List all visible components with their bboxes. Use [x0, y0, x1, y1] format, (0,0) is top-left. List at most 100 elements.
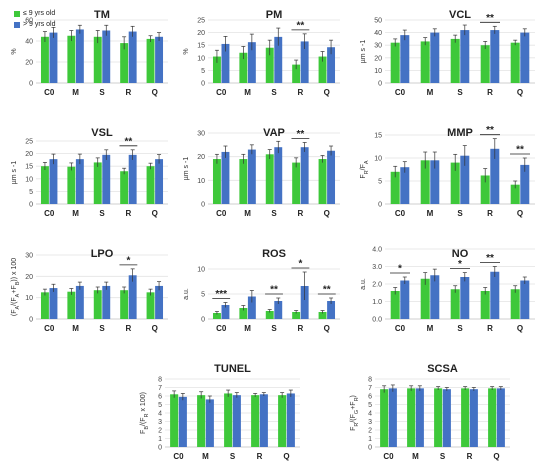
bar-young — [292, 64, 301, 83]
x-tick-label: M — [412, 452, 419, 461]
bar-young — [212, 159, 221, 204]
bar-old — [400, 35, 410, 83]
significance-label: * — [458, 259, 462, 270]
y-tick-label: 3 — [368, 419, 372, 426]
legend-item-young: ≤ 9 yrs old — [14, 8, 56, 19]
bar-old — [75, 285, 84, 319]
bar-young — [390, 42, 400, 83]
chart-title: VAP — [263, 127, 285, 139]
x-tick-label: R — [126, 88, 132, 97]
bar-old — [102, 30, 111, 83]
bar-old — [259, 394, 268, 447]
bar-old — [520, 164, 530, 204]
x-tick-label: S — [457, 324, 463, 333]
x-tick-label: R — [487, 209, 493, 218]
x-tick-label: Q — [324, 324, 330, 333]
y-tick-label: 10 — [197, 178, 205, 185]
y-tick-label: 8 — [158, 377, 162, 384]
x-tick-label: M — [244, 88, 251, 97]
bar-young — [120, 43, 129, 83]
y-axis-label: % — [183, 48, 190, 54]
legend-item-old: > 9 yrs old — [14, 19, 56, 30]
y-tick-label: 10 — [197, 55, 205, 62]
bar-old — [247, 42, 256, 83]
bar-old — [520, 32, 530, 83]
legend-label-young: ≤ 9 yrs old — [23, 10, 56, 17]
y-tick-label: 10 — [197, 267, 205, 274]
bar-old — [286, 393, 295, 447]
bar-old — [400, 167, 410, 204]
x-tick-label: C0 — [44, 88, 55, 97]
y-tick-label: 5 — [378, 179, 382, 186]
y-tick-label: 4 — [158, 411, 162, 418]
bar-old — [460, 30, 470, 83]
bar-young — [292, 162, 301, 204]
y-tick-label: 40 — [25, 39, 33, 46]
x-tick-label: S — [457, 88, 463, 97]
bar-old — [496, 388, 505, 447]
x-tick-label: C0 — [216, 88, 227, 97]
x-tick-label: M — [244, 324, 251, 333]
bar-old — [327, 150, 336, 204]
bar-young — [278, 395, 287, 447]
bar-old — [520, 280, 530, 319]
significance-label: ** — [125, 136, 133, 147]
bar-young — [239, 308, 248, 319]
bar-old — [49, 288, 58, 319]
bar-young — [251, 395, 260, 447]
x-tick-label: C0 — [44, 209, 55, 218]
bar-old — [490, 30, 500, 83]
x-tick-label: R — [126, 209, 132, 218]
y-tick-label: 5 — [201, 68, 205, 75]
bar-young — [510, 42, 520, 83]
y-tick-label: 20 — [25, 151, 33, 158]
bar-old — [247, 296, 256, 319]
y-tick-label: 20 — [25, 60, 33, 67]
x-tick-label: S — [271, 324, 277, 333]
y-tick-label: 10 — [374, 68, 382, 75]
bar-old — [300, 41, 309, 83]
y-axis-label: FB/(FR x 100) — [140, 392, 150, 434]
x-tick-label: R — [298, 324, 304, 333]
bar-old — [232, 395, 241, 447]
chart-panel-pm: 0 5 10 15 20 25 PM% C0 M S R Q ** — [183, 9, 340, 97]
y-tick-label: 3 — [158, 419, 162, 426]
y-tick-label: 7 — [368, 385, 372, 392]
bar-young — [420, 278, 430, 319]
chart-title: TM — [94, 9, 110, 21]
x-tick-label: Q — [517, 209, 523, 218]
bar-young — [239, 159, 248, 204]
x-tick-label: S — [99, 88, 105, 97]
y-tick-label: 40 — [374, 30, 382, 37]
y-tick-label: 3.0 — [372, 264, 382, 271]
bar-old — [490, 148, 500, 204]
y-tick-label: 30 — [25, 253, 33, 260]
bar-young — [40, 36, 49, 83]
y-tick-label: 15 — [197, 43, 205, 50]
x-tick-label: S — [271, 88, 277, 97]
bar-young — [93, 36, 102, 83]
y-tick-label: 5 — [29, 189, 33, 196]
x-tick-label: C0 — [173, 452, 184, 461]
chart-title: NO — [452, 248, 469, 260]
y-tick-label: 5 — [201, 292, 205, 299]
y-tick-label: 8 — [368, 377, 372, 384]
bar-young — [146, 166, 155, 204]
legend-label-old: > 9 yrs old — [23, 21, 56, 28]
y-tick-label: 25 — [25, 139, 33, 146]
x-tick-label: M — [72, 324, 79, 333]
bar-old — [75, 159, 84, 204]
y-tick-label: 1 — [158, 436, 162, 443]
x-tick-label: C0 — [44, 324, 55, 333]
y-tick-label: 2 — [368, 428, 372, 435]
y-tick-label: 4 — [368, 411, 372, 418]
bar-old — [178, 396, 187, 447]
x-tick-label: M — [427, 324, 434, 333]
bar-old — [442, 389, 451, 447]
y-tick-label: 5 — [368, 402, 372, 409]
y-tick-label: 0 — [158, 445, 162, 452]
bar-young — [265, 47, 274, 83]
bar-young — [390, 171, 400, 204]
significance-label: ** — [297, 20, 305, 31]
y-tick-label: 10 — [25, 295, 33, 302]
